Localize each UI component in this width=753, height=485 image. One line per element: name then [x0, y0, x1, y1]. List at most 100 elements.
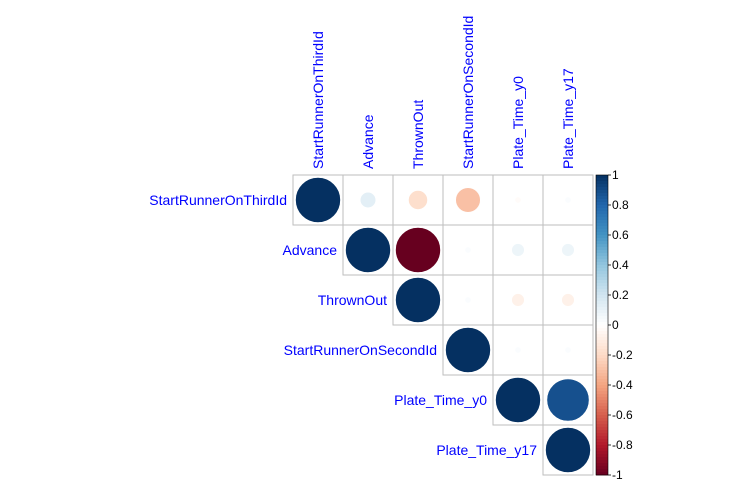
- colorbar-segment: [596, 448, 608, 452]
- colorbar-segment: [596, 214, 608, 218]
- colorbar-tick-label: 0: [612, 318, 619, 332]
- corr-circle: [514, 346, 522, 354]
- colorbar-segment: [596, 265, 608, 269]
- colorbar-segment: [596, 247, 608, 251]
- row-label: StartRunnerOnSecondId: [284, 342, 437, 358]
- colorbar-segment: [596, 406, 608, 410]
- colorbar-segment: [596, 310, 608, 314]
- colorbar-segment: [596, 292, 608, 296]
- colorbar-segment: [596, 352, 608, 356]
- colorbar-segment: [596, 196, 608, 200]
- colorbar-segment: [596, 211, 608, 215]
- colorbar-segment: [596, 460, 608, 464]
- colorbar-segment: [596, 208, 608, 212]
- colorbar-tick-label: -0.8: [612, 438, 633, 452]
- colorbar-segment: [596, 340, 608, 344]
- corr-circle: [445, 327, 491, 373]
- row-label: Plate_Time_y0: [394, 392, 487, 408]
- colorbar-tick-label: -1: [612, 468, 623, 482]
- colorbar-segment: [596, 259, 608, 263]
- colorbar-segment: [596, 430, 608, 434]
- corr-circle: [464, 296, 472, 304]
- colorbar-segment: [596, 256, 608, 260]
- row-labels: StartRunnerOnThirdId Advance ThrownOut Star…: [149, 192, 537, 458]
- colorbar-segment: [596, 298, 608, 302]
- colorbar-segment: [596, 400, 608, 404]
- colorbar-segment: [596, 202, 608, 206]
- colorbar-segment: [596, 421, 608, 425]
- colorbar-tick-label: 0.4: [612, 258, 629, 272]
- colorbar-segment: [596, 190, 608, 194]
- colorbar-segment: [596, 439, 608, 443]
- corr-circle: [564, 346, 572, 354]
- grid: [292, 174, 594, 476]
- colorbar-segment: [596, 337, 608, 341]
- colorbar-segment: [596, 436, 608, 440]
- colorbar-segment: [596, 412, 608, 416]
- colorbar-segment: [596, 424, 608, 428]
- row-label: Plate_Time_y17: [436, 442, 537, 458]
- colorbar-segment: [596, 217, 608, 221]
- colorbar-segment: [596, 355, 608, 359]
- colorbar-segment: [596, 277, 608, 281]
- row-label: StartRunnerOnThirdId: [149, 192, 287, 208]
- colorbar-segment: [596, 361, 608, 365]
- colorbar-segment: [596, 232, 608, 236]
- colorbar-segment: [596, 397, 608, 401]
- colorbar-segment: [596, 283, 608, 287]
- colorbar-segment: [596, 328, 608, 332]
- column-label: Plate_Time_y17: [560, 68, 576, 169]
- colorbar-segment: [596, 370, 608, 374]
- column-labels: StartRunnerOnThirdId Advance ThrownOut Star…: [310, 16, 576, 169]
- column-label: StartRunnerOnSecondId: [460, 16, 476, 169]
- corr-circle: [561, 243, 575, 257]
- colorbar-segment: [596, 442, 608, 446]
- colorbar: 1 0.8 0.6 0.4 0.2 0 -0.2 -0.4 -0.6 -0.8 -1: [595, 168, 633, 482]
- colorbar-segment: [596, 472, 608, 476]
- colorbar-segment: [596, 469, 608, 473]
- corr-circle: [514, 196, 522, 204]
- corr-circle: [359, 191, 377, 209]
- corr-circle: [295, 177, 341, 223]
- colorbar-segment: [596, 316, 608, 320]
- colorbar-segment: [596, 451, 608, 455]
- colorbar-segment: [596, 241, 608, 245]
- colorbar-segment: [596, 349, 608, 353]
- colorbar-segment: [596, 307, 608, 311]
- colorbar-segment: [596, 382, 608, 386]
- colorbar-tick-label: 0.6: [612, 228, 629, 242]
- row-label: ThrownOut: [318, 292, 387, 308]
- colorbar-segment: [596, 181, 608, 185]
- colorbar-segment: [596, 388, 608, 392]
- colorbar-segment: [596, 379, 608, 383]
- colorbar-segment: [596, 376, 608, 380]
- colorbar-segment: [596, 331, 608, 335]
- colorbar-segment: [596, 295, 608, 299]
- colorbar-segment: [596, 418, 608, 422]
- colorbar-segment: [596, 205, 608, 209]
- column-label: StartRunnerOnThirdId: [310, 31, 326, 169]
- colorbar-segment: [596, 238, 608, 242]
- colorbar-segment: [596, 373, 608, 377]
- column-label: Plate_Time_y0: [510, 76, 526, 169]
- colorbar-segment: [596, 364, 608, 368]
- colorbar-segment: [596, 322, 608, 326]
- corr-circle: [455, 187, 481, 213]
- colorbar-segment: [596, 289, 608, 293]
- corr-circle: [511, 243, 525, 257]
- colorbar-segment: [596, 226, 608, 230]
- colorbar-segment: [596, 457, 608, 461]
- colorbar-tick-label: -0.6: [612, 408, 633, 422]
- column-label: ThrownOut: [410, 100, 426, 169]
- colorbar-tick-label: 0.8: [612, 198, 629, 212]
- colorbar-segment: [596, 268, 608, 272]
- corr-circle: [511, 293, 525, 307]
- colorbar-segment: [596, 346, 608, 350]
- corr-circle: [395, 227, 441, 273]
- colorbar-segment: [596, 427, 608, 431]
- colorbar-segment: [596, 454, 608, 458]
- corr-circle: [464, 246, 472, 254]
- colorbar-segment: [596, 286, 608, 290]
- grid-cell: [542, 424, 594, 476]
- colorbar-segment: [596, 301, 608, 305]
